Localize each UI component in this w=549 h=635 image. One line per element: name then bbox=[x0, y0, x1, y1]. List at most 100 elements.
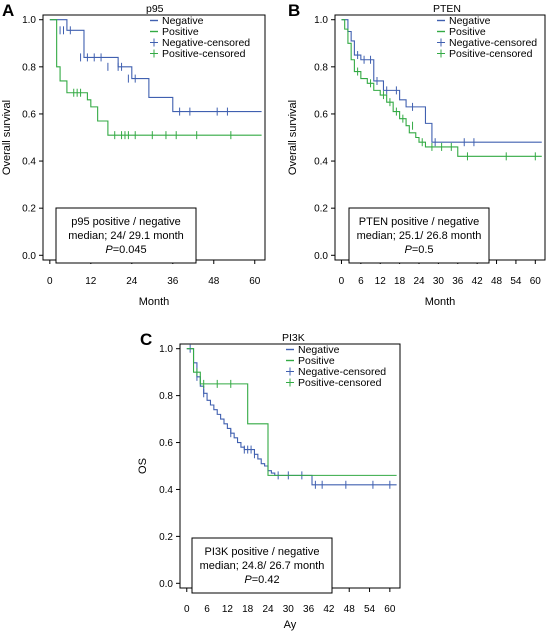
y-tick-label: 0.2 bbox=[22, 204, 36, 215]
y-tick-label: 1.0 bbox=[22, 15, 36, 26]
x-tick-label: 0 bbox=[184, 604, 190, 615]
annotation-line-1: PTEN positive / negative bbox=[359, 216, 479, 228]
y-tick-label: 1.0 bbox=[159, 344, 173, 355]
annotation-line-2: median; 25.1/ 26.8 month bbox=[357, 230, 482, 242]
x-tick-label: 6 bbox=[358, 276, 364, 287]
y-tick-label: 0.6 bbox=[159, 438, 173, 449]
km-curve-negative bbox=[49, 19, 262, 113]
x-tick-label: 36 bbox=[167, 276, 179, 287]
x-tick-label: 12 bbox=[222, 604, 234, 615]
p-value: =0.045 bbox=[113, 244, 147, 256]
x-tick-label: 30 bbox=[433, 276, 445, 287]
x-tick-label: 18 bbox=[394, 276, 406, 287]
annotation-line-1: p95 positive / negative bbox=[71, 216, 180, 228]
legend-entry: Negative-censored bbox=[162, 37, 250, 49]
x-tick-label: 0 bbox=[339, 276, 345, 287]
x-tick-label: 30 bbox=[283, 604, 295, 615]
legend-entry: Positive-censored bbox=[449, 48, 533, 60]
x-tick-label: 42 bbox=[472, 276, 484, 287]
legend: PI3KNegativePositiveNegative-censoredPos… bbox=[282, 332, 386, 389]
x-axis-label: Month bbox=[139, 296, 170, 308]
legend-entry: Negative bbox=[162, 15, 204, 27]
p-value: =0.5 bbox=[412, 244, 434, 256]
p-value-text: P=0.045 bbox=[105, 244, 146, 256]
x-tick-label: 18 bbox=[242, 604, 254, 615]
x-tick-label: 24 bbox=[262, 604, 274, 615]
y-tick-label: 0.6 bbox=[22, 109, 36, 120]
legend-entry: Positive bbox=[298, 355, 335, 367]
p-label: P bbox=[244, 574, 252, 586]
y-axis-label: OS bbox=[137, 458, 149, 474]
p-value-text: P=0.5 bbox=[404, 244, 433, 256]
legend-entry: Positive-censored bbox=[298, 377, 382, 389]
x-tick-label: 54 bbox=[364, 604, 376, 615]
x-tick-label: 12 bbox=[85, 276, 97, 287]
y-tick-label: 0.8 bbox=[314, 62, 328, 73]
legend-entry: Positive bbox=[162, 26, 199, 38]
legend-entry: Negative-censored bbox=[298, 366, 386, 378]
x-tick-label: 12 bbox=[375, 276, 387, 287]
p-value: =0.42 bbox=[252, 574, 280, 586]
x-tick-label: 48 bbox=[208, 276, 220, 287]
y-tick-label: 0.8 bbox=[159, 391, 173, 402]
y-tick-label: 0.4 bbox=[22, 157, 36, 168]
panel-letter: B bbox=[288, 1, 300, 20]
x-tick-label: 36 bbox=[452, 276, 464, 287]
legend: p95NegativePositiveNegative-censoredPosi… bbox=[146, 3, 250, 60]
p-label: P bbox=[404, 244, 412, 256]
y-tick-label: 0.0 bbox=[314, 251, 328, 262]
legend: PTENNegativePositiveNegative-censoredPos… bbox=[433, 3, 537, 60]
y-tick-label: 0.4 bbox=[159, 485, 173, 496]
y-tick-label: 0.0 bbox=[22, 251, 36, 262]
legend-entry: Negative bbox=[449, 15, 491, 27]
x-tick-label: 6 bbox=[204, 604, 210, 615]
x-tick-label: 48 bbox=[491, 276, 503, 287]
km-curve-positive bbox=[341, 19, 542, 157]
legend-entry: Positive bbox=[449, 26, 486, 38]
km-curve-negative bbox=[341, 19, 542, 143]
x-tick-label: 36 bbox=[303, 604, 315, 615]
legend-title: PI3K bbox=[282, 332, 305, 344]
p-value-text: P=0.42 bbox=[244, 574, 279, 586]
chart-panel-b: B 0.0 0.2 0.4 0.6 0.8 1.0 0 6 12 18 24 30 36 42 48 54 60 M… bbox=[287, 1, 546, 308]
x-axis-label: Ay bbox=[284, 619, 297, 631]
x-axis-label: Month bbox=[425, 296, 456, 308]
y-tick-label: 0.0 bbox=[159, 579, 173, 590]
x-tick-label: 42 bbox=[323, 604, 335, 615]
annotation-box bbox=[191, 537, 333, 594]
annotation-box bbox=[348, 207, 490, 264]
chart-panel-a: A 0.0 0.2 0.4 0.6 0.8 1.0 0 12 24 36 48 60 Month Overa… bbox=[1, 1, 266, 308]
x-tick-label: 60 bbox=[384, 604, 396, 615]
annotation-line-2: median; 24.8/ 26.7 month bbox=[200, 560, 325, 572]
y-tick-label: 0.4 bbox=[314, 157, 328, 168]
x-tick-label: 48 bbox=[344, 604, 356, 615]
legend-title: PTEN bbox=[433, 3, 461, 15]
y-axis-label: Overall survival bbox=[287, 100, 299, 175]
p-label: P bbox=[105, 244, 113, 256]
x-tick-label: 60 bbox=[530, 276, 542, 287]
y-tick-label: 0.8 bbox=[22, 62, 36, 73]
y-tick-label: 1.0 bbox=[314, 15, 328, 26]
x-tick-label: 60 bbox=[249, 276, 261, 287]
km-curve-positive bbox=[186, 348, 397, 476]
x-tick-label: 24 bbox=[126, 276, 138, 287]
annotation-line-1: PI3K positive / negative bbox=[205, 546, 320, 558]
y-tick-label: 0.6 bbox=[314, 109, 328, 120]
y-tick-label: 0.2 bbox=[314, 204, 328, 215]
panel-letter: A bbox=[2, 1, 14, 20]
chart-panel-c: C 0.0 0.2 0.4 0.6 0.8 1.0 0 6 12 18 24 30 36 42 48 54 60 A… bbox=[137, 330, 401, 631]
legend-entry: Positive-censored bbox=[162, 48, 246, 60]
x-tick-label: 54 bbox=[510, 276, 522, 287]
x-tick-label: 0 bbox=[47, 276, 53, 287]
y-tick-label: 0.2 bbox=[159, 532, 173, 543]
y-axis-label: Overall survival bbox=[1, 100, 13, 175]
legend-entry: Negative-censored bbox=[449, 37, 537, 49]
km-curve-positive bbox=[49, 19, 262, 136]
legend-title: p95 bbox=[146, 3, 164, 15]
panel-letter: C bbox=[140, 330, 152, 349]
x-tick-label: 24 bbox=[413, 276, 425, 287]
legend-entry: Negative bbox=[298, 344, 340, 356]
annotation-box bbox=[55, 207, 197, 264]
annotation-line-2: median; 24/ 29.1 month bbox=[68, 230, 184, 242]
